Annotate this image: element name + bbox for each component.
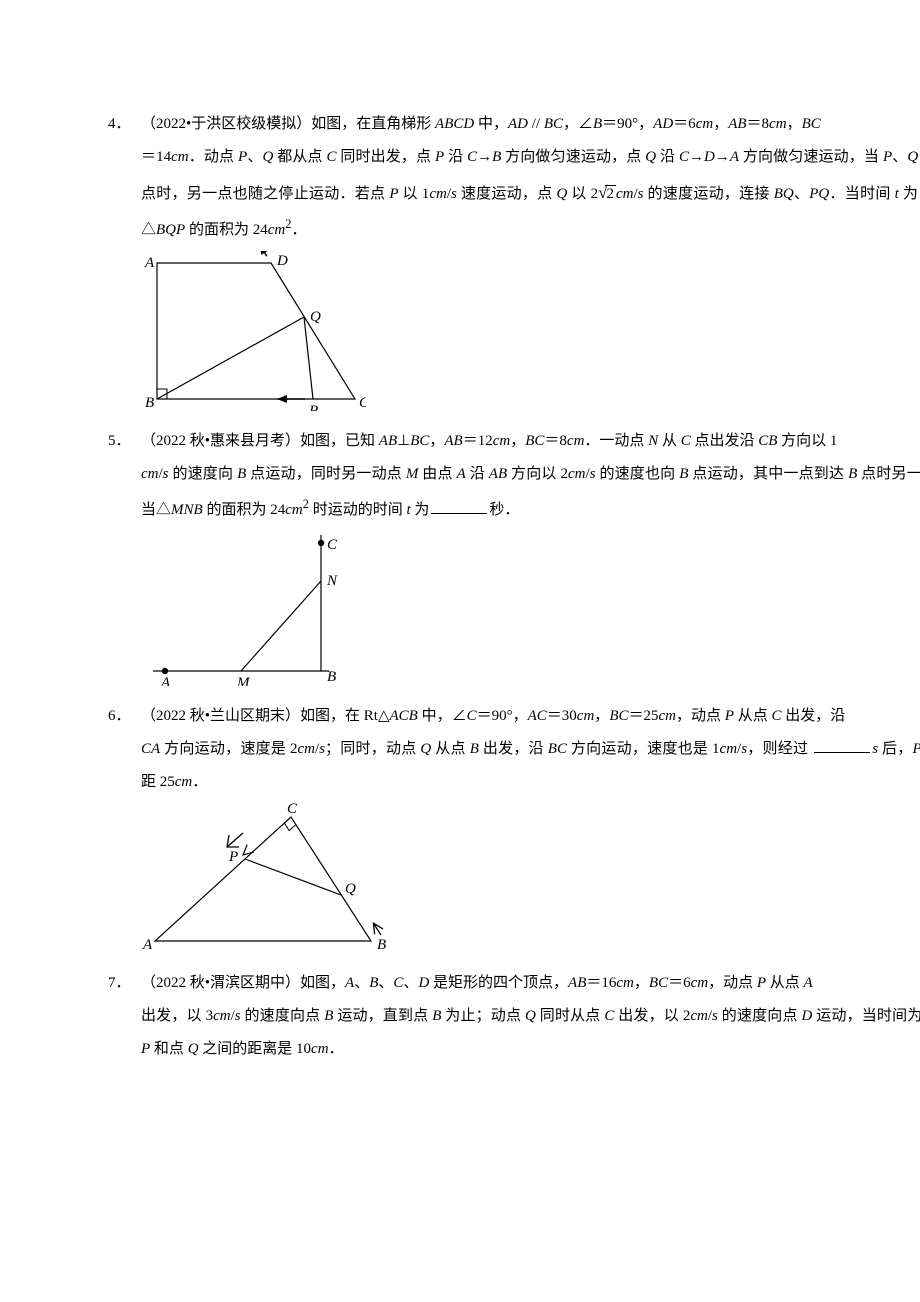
problem-number: 4． xyxy=(108,108,141,141)
svg-text:A: A xyxy=(142,937,153,953)
problem-4: 4．（2022•于洪区校级模拟）如图，在直角梯形 ABCD 中，AD // BC… xyxy=(108,108,920,411)
problem-5-text: 5．（2022 秋•惠来县月考）如图，已知 AB⊥BC，AB＝12cm，BC＝8… xyxy=(108,425,920,527)
svg-text:Q: Q xyxy=(345,881,356,897)
problem-number: 6． xyxy=(108,700,141,733)
figure-5: A B C M N xyxy=(108,531,920,686)
problem-6: 6．（2022 秋•兰山区期末）如图，在 Rt△ACB 中，∠C＝90°，AC＝… xyxy=(108,700,920,953)
source: （2022 秋•惠来县月考） xyxy=(141,433,300,449)
sqrt-icon: √2 xyxy=(598,174,616,211)
svg-text:N: N xyxy=(326,573,338,589)
svg-text:C: C xyxy=(359,395,366,411)
svg-text:Q: Q xyxy=(310,309,321,325)
answer-blank[interactable] xyxy=(814,739,870,754)
svg-text:C: C xyxy=(327,537,338,553)
svg-text:A: A xyxy=(144,255,155,271)
problem-7: 7．（2022 秋•渭滨区期中）如图，A、B、C、D 是矩形的四个顶点，AB＝1… xyxy=(108,967,920,1066)
problem-4-text: 4．（2022•于洪区校级模拟）如图，在直角梯形 ABCD 中，AD // BC… xyxy=(108,108,920,247)
svg-text:C: C xyxy=(287,803,298,817)
svg-text:D: D xyxy=(276,253,288,269)
figure-6: A B C P Q xyxy=(108,803,920,953)
figure-4: A D B C P Q xyxy=(108,251,920,411)
source: （2022•于洪区校级模拟） xyxy=(141,116,311,132)
svg-text:B: B xyxy=(377,937,386,953)
problem-7-text: 7．（2022 秋•渭滨区期中）如图，A、B、C、D 是矩形的四个顶点，AB＝1… xyxy=(108,967,920,1066)
trapezoid-diagram: A D B C P Q xyxy=(141,251,366,411)
answer-blank[interactable] xyxy=(431,500,487,515)
problem-number: 7． xyxy=(108,967,141,1000)
svg-text:B: B xyxy=(145,395,154,411)
source: （2022 秋•渭滨区期中） xyxy=(141,975,300,991)
svg-text:B: B xyxy=(327,669,336,685)
problem-number: 5． xyxy=(108,425,141,458)
problem-6-text: 6．（2022 秋•兰山区期末）如图，在 Rt△ACB 中，∠C＝90°，AC＝… xyxy=(108,700,920,799)
svg-text:A: A xyxy=(160,675,171,686)
svg-text:P: P xyxy=(308,403,318,411)
right-triangle-diagram: A B C M N xyxy=(141,531,341,686)
problem-5: 5．（2022 秋•惠来县月考）如图，已知 AB⊥BC，AB＝12cm，BC＝8… xyxy=(108,425,920,686)
svg-text:M: M xyxy=(236,675,251,686)
triangle-diagram: A B C P Q xyxy=(141,803,401,953)
svg-text:P: P xyxy=(228,849,238,865)
source: （2022 秋•兰山区期末） xyxy=(141,708,300,724)
